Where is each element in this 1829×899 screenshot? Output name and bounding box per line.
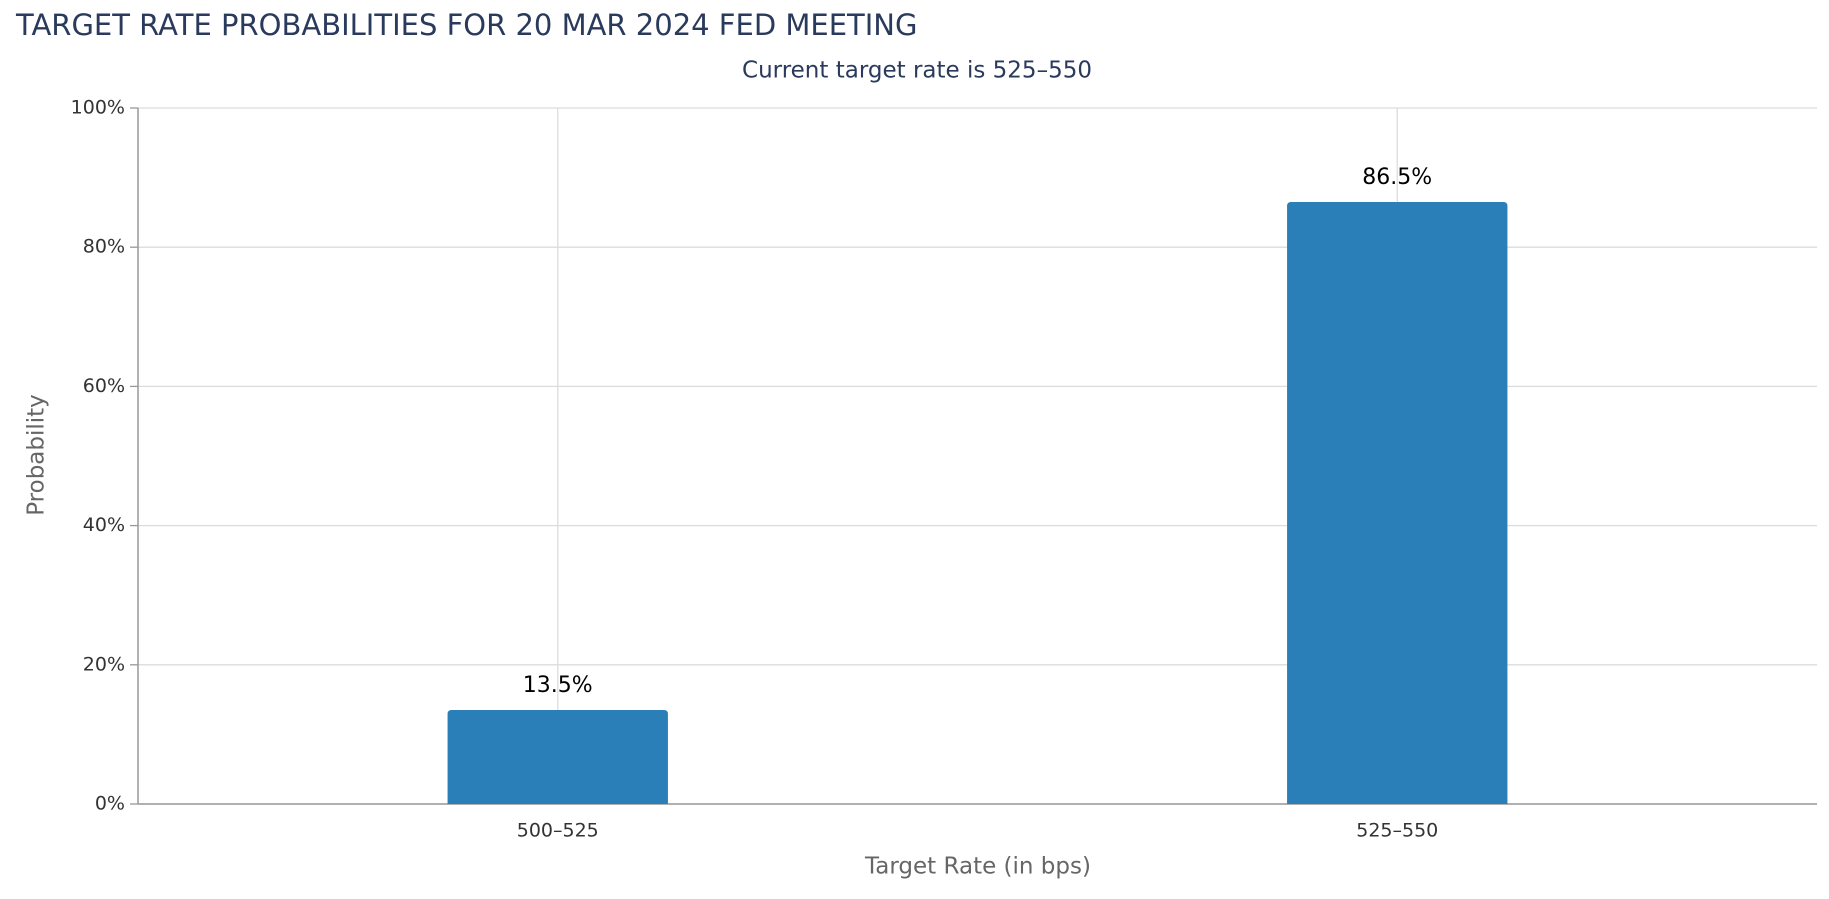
y-axis-title: Probability [24,394,50,516]
bar [447,710,668,804]
x-tick-label: 525–550 [1356,820,1438,842]
x-tick-label: 500–525 [517,820,599,842]
chart-subtitle: Current target rate is 525–550 [742,58,1092,84]
y-tick-label: 20% [83,653,125,675]
y-tick-label: 0% [95,793,125,815]
chart-title: TARGET RATE PROBABILITIES FOR 20 MAR 202… [15,8,917,42]
y-tick-label: 100% [71,97,125,119]
bar [1287,201,1508,804]
data-label: 86.5% [1362,165,1432,190]
y-tick-label: 60% [83,375,125,397]
x-axis-title: Target Rate (in bps) [864,854,1091,880]
data-label: 13.5% [523,673,593,698]
y-tick-label: 40% [83,514,125,536]
y-tick-label: 80% [83,236,125,258]
